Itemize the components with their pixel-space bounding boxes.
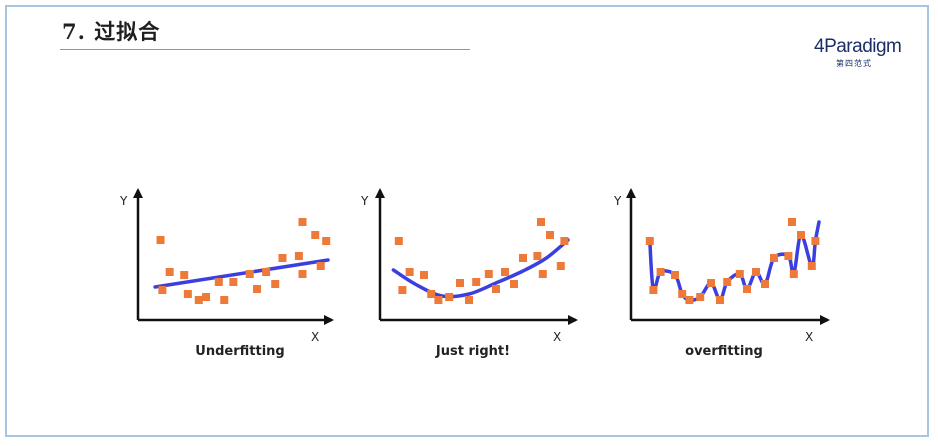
brand-logo: 4Paradigm 第四范式 [814, 36, 914, 72]
data-point [220, 296, 229, 304]
data-point [484, 270, 493, 278]
x-axis-label: X [805, 330, 813, 344]
data-point [723, 278, 732, 286]
data-point [560, 237, 569, 245]
data-point [656, 268, 665, 276]
y-axis-label: Y [119, 194, 128, 208]
data-point [707, 279, 715, 287]
data-point [546, 231, 554, 239]
panel-caption: Just right! [435, 344, 510, 359]
data-point [472, 278, 481, 286]
data-point [770, 254, 778, 262]
data-point [752, 268, 760, 276]
data-point [743, 285, 751, 293]
data-point [183, 290, 192, 298]
data-point [556, 262, 565, 270]
data-point [294, 252, 303, 260]
data-point [405, 268, 414, 276]
data-point [316, 262, 325, 270]
data-point [229, 278, 238, 286]
data-point [253, 285, 262, 293]
data-point [678, 290, 687, 298]
data-point [761, 280, 769, 288]
slide-frame [5, 5, 929, 437]
panel-2: Y X Just right! [360, 188, 578, 359]
data-point [394, 237, 403, 245]
data-point [533, 252, 542, 260]
data-point [492, 285, 500, 293]
data-point [214, 278, 223, 286]
data-point [456, 279, 464, 287]
data-point [537, 218, 545, 226]
y-axis-label: Y [613, 194, 622, 208]
data-point [807, 262, 816, 270]
data-point [519, 254, 527, 262]
data-point [165, 268, 174, 276]
fit-curve [391, 238, 570, 299]
data-point [445, 293, 454, 301]
y-axis-label: Y [360, 194, 369, 208]
data-point [784, 252, 793, 260]
data-point [465, 296, 473, 304]
data-point [427, 290, 436, 298]
slide-title: 7. 过拟合 [62, 19, 161, 44]
data-point [278, 254, 287, 262]
data-point [156, 236, 165, 244]
data-point [158, 286, 167, 294]
data-point [671, 271, 679, 279]
x-axis-label: X [553, 330, 561, 344]
data-point [202, 293, 211, 301]
data-point [322, 237, 331, 245]
data-point [434, 296, 443, 304]
title-divider [60, 49, 470, 50]
data-point [298, 270, 307, 278]
data-point [789, 270, 798, 278]
data-point [649, 286, 658, 294]
data-point [538, 270, 547, 278]
panel-1: Y X Underfitting [119, 188, 334, 359]
x-axis-label: X [311, 330, 319, 344]
fit-curve [153, 258, 330, 289]
data-point [645, 237, 654, 245]
data-point [696, 293, 705, 301]
data-point [811, 237, 820, 245]
logo-subtitle: 第四范式 [836, 59, 872, 68]
data-point [271, 280, 280, 288]
data-point [797, 231, 805, 239]
data-point [510, 280, 518, 288]
data-point [245, 270, 254, 278]
logo-wordmark: 4Paradigm [814, 36, 902, 57]
panel-caption: overfitting [685, 344, 763, 359]
panel-caption: Underfitting [195, 344, 284, 359]
data-point [735, 270, 744, 278]
data-point [398, 286, 407, 294]
data-point [194, 296, 203, 304]
data-point [298, 218, 307, 226]
fit-curve [648, 220, 821, 302]
data-point [311, 231, 320, 239]
data-point [180, 271, 189, 279]
data-point [788, 218, 796, 226]
data-point [262, 268, 271, 276]
data-point [420, 271, 428, 279]
data-point [716, 296, 724, 304]
data-point [685, 296, 694, 304]
data-point [501, 268, 509, 276]
